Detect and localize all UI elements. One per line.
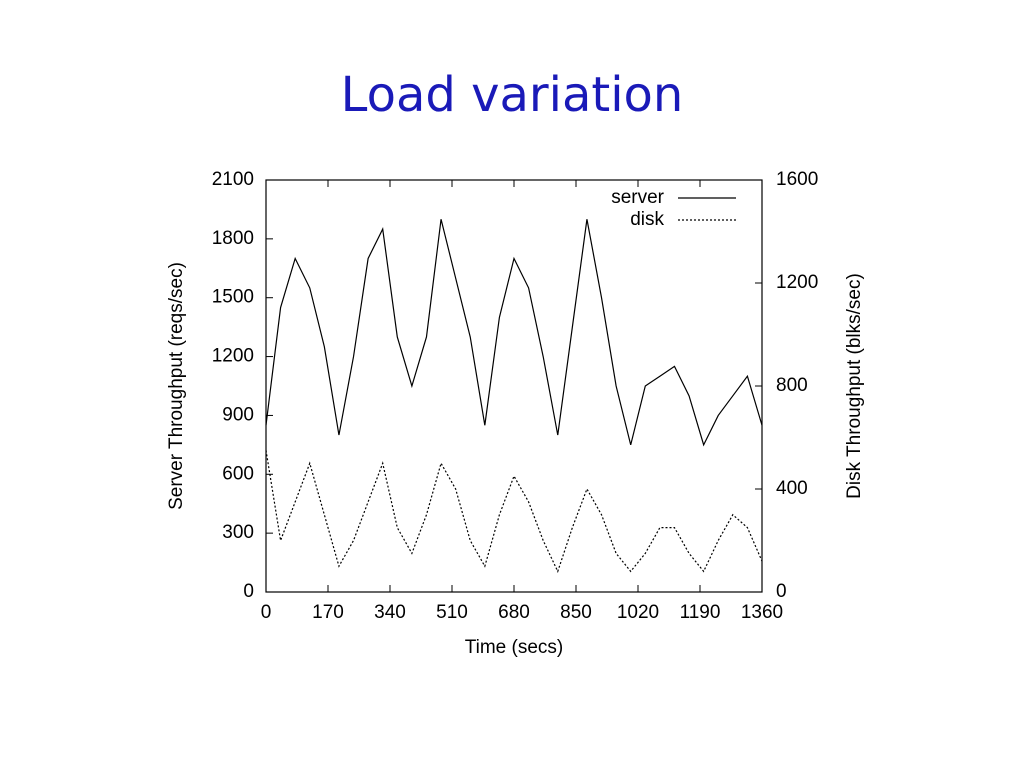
y-tick-label: 1500 — [212, 287, 254, 308]
y-tick-label: 600 — [222, 463, 254, 484]
y-tick-label: 300 — [222, 522, 254, 543]
legend-label: disk — [630, 209, 664, 230]
x-tick-label: 170 — [312, 602, 344, 623]
series-line — [265, 219, 763, 447]
y-axis-label: Server Throughput (reqs/sec) — [166, 262, 187, 510]
x-tick-label: 680 — [498, 602, 530, 623]
y-tick-label: 1800 — [212, 228, 254, 249]
x-tick-label: 510 — [436, 602, 468, 623]
x-axis-label: Time (secs) — [465, 637, 564, 658]
y2-tick-label: 1200 — [776, 272, 818, 293]
y-tick-label: 2100 — [212, 169, 254, 190]
series-line — [265, 450, 763, 574]
y-tick-label: 1200 — [212, 346, 254, 367]
y2-tick-label: 1600 — [776, 169, 818, 190]
x-tick-label: 0 — [261, 602, 272, 623]
x-tick-label: 1190 — [680, 602, 721, 623]
legend-label: server — [611, 187, 664, 208]
plot-frame — [265, 179, 763, 593]
x-tick-label: 340 — [374, 602, 406, 623]
y-tick-label: 0 — [243, 581, 254, 602]
slide-title: Load variation — [341, 67, 684, 123]
y2-tick-label: 800 — [776, 375, 808, 396]
y-tick-label: 900 — [222, 404, 254, 425]
x-tick-label: 1360 — [741, 602, 783, 623]
y2-tick-label: 400 — [776, 478, 808, 499]
y2-tick-label: 0 — [776, 581, 787, 602]
y2-axis-label: Disk Throughput (blks/sec) — [844, 273, 865, 499]
x-tick-label: 1020 — [617, 602, 659, 623]
x-tick-label: 850 — [560, 602, 592, 623]
